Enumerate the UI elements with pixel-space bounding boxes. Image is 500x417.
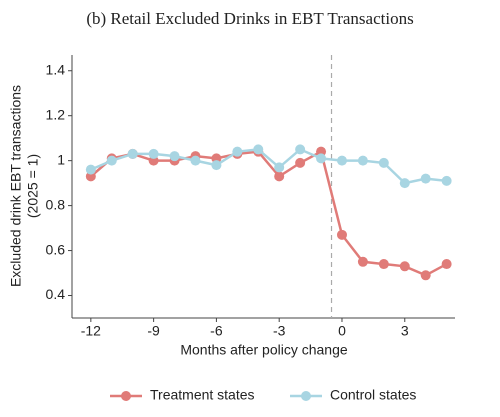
x-tick-label: 0 xyxy=(338,323,346,339)
data-point xyxy=(336,229,347,240)
data-point xyxy=(169,151,180,162)
legend-marker xyxy=(121,391,131,401)
data-point xyxy=(357,256,368,267)
data-point xyxy=(441,175,452,186)
data-point xyxy=(211,160,222,171)
data-point xyxy=(253,144,264,155)
data-point xyxy=(399,178,410,189)
series-line xyxy=(90,149,448,277)
x-tick-label: -9 xyxy=(147,323,160,339)
data-point xyxy=(85,164,96,175)
series-line xyxy=(90,147,447,185)
y-tick-label: 0.4 xyxy=(46,286,66,302)
data-point xyxy=(441,259,452,270)
data-point xyxy=(378,259,389,270)
data-point xyxy=(148,148,159,159)
data-point xyxy=(190,155,201,166)
chart-title: (b) Retail Excluded Drinks in EBT Transa… xyxy=(86,9,413,28)
data-point xyxy=(127,148,138,159)
data-point xyxy=(420,173,431,184)
y-axis-label-line: Excluded drink EBT transactions xyxy=(8,85,24,287)
y-tick-label: 0.8 xyxy=(46,196,66,212)
data-point xyxy=(274,162,285,173)
x-tick-label: -12 xyxy=(81,323,101,339)
legend-label: Treatment states xyxy=(150,387,255,403)
data-point xyxy=(420,270,431,281)
data-point xyxy=(106,155,117,166)
data-point xyxy=(316,153,327,164)
data-point xyxy=(378,157,389,168)
x-tick-label: 3 xyxy=(401,323,409,339)
x-axis-label: Months after policy change xyxy=(180,342,348,358)
y-axis-label: Excluded drink EBT transactions (2025 = … xyxy=(8,85,41,287)
data-point xyxy=(399,261,410,272)
legend-marker xyxy=(301,391,311,401)
y-tick-label: 0.6 xyxy=(46,241,66,257)
y-axis-label-line: (2025 = 1) xyxy=(25,154,41,218)
data-point xyxy=(357,155,368,166)
data-point xyxy=(232,146,243,157)
legend-label: Control states xyxy=(330,387,416,403)
y-tick-label: 1 xyxy=(57,151,65,167)
data-point xyxy=(295,144,306,155)
x-tick-label: -6 xyxy=(210,323,223,339)
data-point xyxy=(295,157,306,168)
y-tick-label: 1.2 xyxy=(46,106,66,122)
data-point xyxy=(336,155,347,166)
data-point xyxy=(274,171,285,182)
x-tick-label: -3 xyxy=(273,323,286,339)
y-tick-label: 1.4 xyxy=(46,61,66,77)
